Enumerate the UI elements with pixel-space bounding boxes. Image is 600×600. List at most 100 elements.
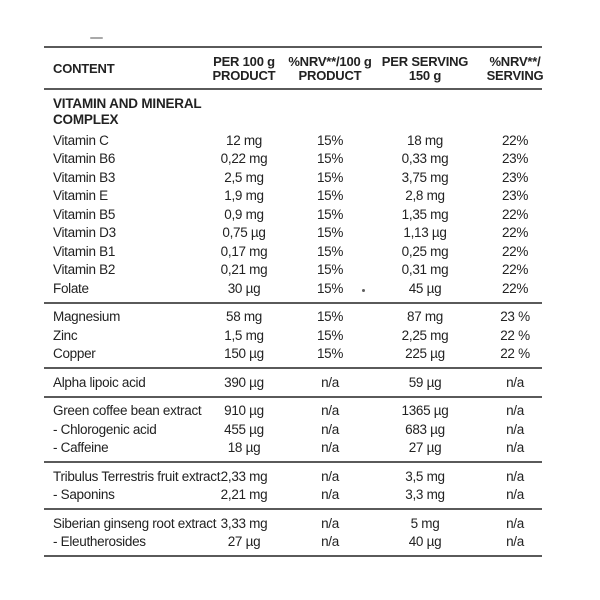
ingredient-label: Vitamin B5: [53, 206, 116, 222]
nrv-100g-value: 15%: [316, 151, 344, 167]
group-vitamins: Vitamin C 12 mg 15% 18 mg 22% Vitamin B6…: [44, 127, 542, 304]
per-serving-value: 1,13 µg: [403, 225, 447, 241]
per-100g-value: 910 µg: [224, 403, 264, 419]
ingredient-label: - Caffeine: [53, 440, 109, 456]
ingredient-label: - Eleutherosides: [53, 534, 146, 550]
ingredient-label: Siberian ginseng root extract: [53, 515, 217, 531]
nrv-100g-value: n/a: [321, 468, 339, 484]
column-header-label: PRODUCT: [212, 68, 276, 83]
per-100g-value: 2,21 mg: [220, 487, 268, 503]
ingredient-label: Tribulus Terrestris fruit extract: [53, 468, 221, 484]
per-100g-value: 12 mg: [225, 132, 263, 148]
per-100g-value: 27 µg: [227, 534, 261, 550]
column-header-label: SERVING: [486, 68, 544, 83]
table-row: Siberian ginseng root extract 3,33 mg n/…: [44, 514, 542, 533]
nrv-100g-value: n/a: [321, 374, 339, 390]
per-100g-value: 58 mg: [225, 309, 263, 325]
per-serving-value: 683 µg: [405, 421, 445, 437]
nrv-100g-value: n/a: [321, 421, 339, 437]
nrv-serving-value: n/a: [506, 421, 524, 437]
nrv-serving-value: 22%: [501, 132, 529, 148]
table-row: Vitamin B2 0,21 mg 15% 0,31 mg 22%: [44, 261, 542, 280]
per-serving-value: 40 µg: [408, 534, 442, 550]
print-artifact-smudge: [90, 37, 103, 39]
section-title-line: VITAMIN AND MINERAL: [53, 96, 202, 111]
section-title-line: COMPLEX: [53, 111, 119, 127]
ingredient-label: Vitamin B2: [53, 262, 116, 278]
table-row: Tribulus Terrestris fruit extract 2,33 m…: [44, 467, 542, 486]
nrv-100g-value: 15%: [316, 262, 344, 278]
table-row: Vitamin D3 0,75 µg 15% 1,13 µg 22%: [44, 224, 542, 243]
table-row: Vitamin B3 2,5 mg 15% 3,75 mg 23%: [44, 168, 542, 187]
per-100g-value: 150 µg: [224, 346, 264, 362]
nrv-100g-value: n/a: [321, 487, 339, 503]
column-header-label: PER 100 g: [213, 54, 275, 69]
per-100g-value: 0,75 µg: [222, 225, 266, 241]
per-100g-value: 30 µg: [227, 280, 261, 296]
per-serving-value: 18 mg: [406, 132, 444, 148]
per-serving-value: 27 µg: [408, 440, 442, 456]
nrv-100g-value: 15%: [316, 206, 344, 222]
nrv-serving-value: 22%: [501, 280, 529, 296]
nrv-100g-value: 15%: [316, 327, 344, 343]
ingredient-label: Magnesium: [53, 309, 121, 325]
column-header-label: PRODUCT: [298, 68, 362, 83]
table-row: - Saponins 2,21 mg n/a 3,3 mg n/a: [44, 486, 542, 505]
per-100g-value: 0,9 mg: [224, 206, 264, 222]
nrv-serving-value: n/a: [506, 374, 524, 390]
print-artifact-dot: [362, 289, 365, 292]
ingredient-label: - Saponins: [53, 487, 115, 503]
nrv-serving-value: 23%: [501, 151, 529, 167]
per-100g-value: 2,33 mg: [220, 468, 268, 484]
table-row: Folate 30 µg 15% 45 µg 22%: [44, 279, 542, 298]
per-100g-value: 0,17 mg: [220, 243, 268, 259]
nrv-100g-value: n/a: [321, 440, 339, 456]
ingredient-label: Green coffee bean extract: [53, 403, 202, 419]
nrv-serving-value: n/a: [506, 487, 524, 503]
ingredient-label: Vitamin B6: [53, 151, 116, 167]
group-tribulus-terrestris: Tribulus Terrestris fruit extract 2,33 m…: [44, 463, 542, 510]
per-100g-value: 455 µg: [224, 421, 264, 437]
per-serving-value: 0,31 mg: [401, 262, 449, 278]
table-row: Green coffee bean extract 910 µg n/a 136…: [44, 402, 542, 421]
ingredient-label: Vitamin B1: [53, 243, 116, 259]
per-serving-value: 1365 µg: [401, 403, 449, 419]
column-header-label: CONTENT: [53, 61, 115, 76]
nrv-100g-value: n/a: [321, 534, 339, 550]
per-100g-value: 2,5 mg: [224, 169, 264, 185]
nrv-serving-value: 22%: [501, 243, 529, 259]
table-row: Vitamin B6 0,22 mg 15% 0,33 mg 23%: [44, 150, 542, 169]
column-header-label: PER SERVING: [381, 54, 469, 69]
per-100g-value: 1,5 mg: [224, 327, 264, 343]
nrv-100g-value: 15%: [316, 280, 344, 296]
nrv-100g-value: 15%: [316, 169, 344, 185]
table-row: Copper 150 µg 15% 225 µg 22 %: [44, 345, 542, 364]
nrv-100g-value: n/a: [321, 403, 339, 419]
ingredient-label: Folate: [53, 280, 89, 296]
per-serving-value: 3,5 mg: [405, 468, 445, 484]
table-body: Vitamin C 12 mg 15% 18 mg 22% Vitamin B6…: [44, 127, 542, 557]
ingredient-label: Zinc: [53, 327, 78, 343]
nrv-serving-value: n/a: [506, 440, 524, 456]
nrv-serving-value: 22%: [501, 225, 529, 241]
group-green-coffee-bean-extract: Green coffee bean extract 910 µg n/a 136…: [44, 398, 542, 463]
ingredient-label: Copper: [53, 346, 96, 362]
ingredient-label: Alpha lipoic acid: [53, 374, 146, 390]
table-row: Magnesium 58 mg 15% 87 mg 23 %: [44, 308, 542, 327]
per-serving-value: 3,75 mg: [401, 169, 449, 185]
nrv-serving-value: 23%: [501, 169, 529, 185]
per-serving-value: 45 µg: [408, 280, 442, 296]
column-header-nrv-serving: %NRV**/ SERVING: [486, 54, 544, 83]
per-100g-value: 0,21 mg: [220, 262, 268, 278]
nrv-100g-value: 15%: [316, 132, 344, 148]
column-header-label: %NRV**/: [489, 54, 541, 69]
table-row: - Eleutherosides 27 µg n/a 40 µg n/a: [44, 533, 542, 552]
per-100g-value: 3,33 mg: [220, 515, 268, 531]
per-100g-value: 1,9 mg: [224, 188, 264, 204]
per-serving-value: 1,35 mg: [401, 206, 449, 222]
per-serving-value: 0,33 mg: [401, 151, 449, 167]
group-minerals: Magnesium 58 mg 15% 87 mg 23 % Zinc 1,5 …: [44, 304, 542, 369]
per-serving-value: 0,25 mg: [401, 243, 449, 259]
nrv-100g-value: 15%: [316, 225, 344, 241]
ingredient-label: - Chlorogenic acid: [53, 421, 157, 437]
